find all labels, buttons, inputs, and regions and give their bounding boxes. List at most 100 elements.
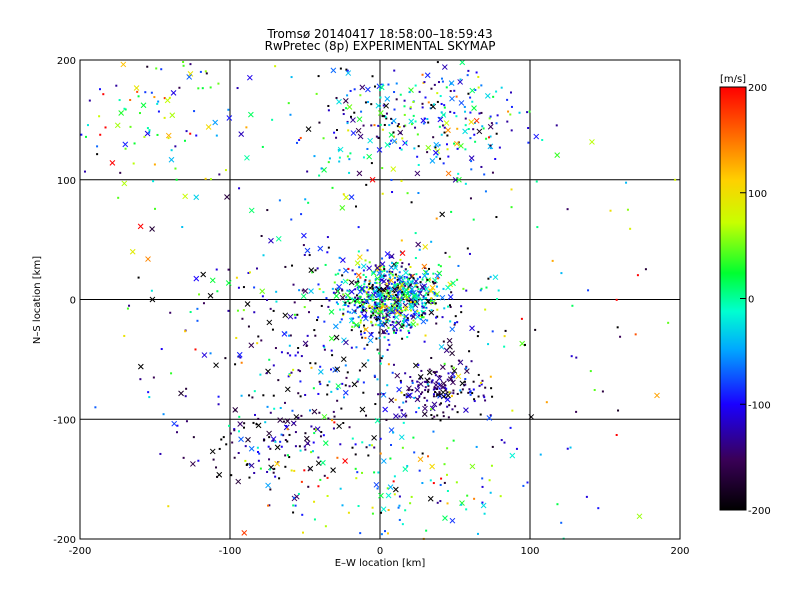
data-point-x-1617 bbox=[380, 506, 387, 513]
data-point-dot-813 bbox=[417, 192, 420, 195]
data-point-x-1834 bbox=[434, 272, 441, 279]
data-point-dot-908 bbox=[435, 155, 438, 158]
data-point-dot-692 bbox=[372, 289, 375, 292]
data-point-dot-658 bbox=[347, 300, 350, 303]
data-point-dot-1749 bbox=[115, 84, 118, 87]
data-point-dot-546 bbox=[346, 289, 349, 292]
colorbar-tick-label: 200 bbox=[748, 83, 767, 94]
data-point-dot-1502 bbox=[318, 411, 321, 414]
data-point-dot-440 bbox=[378, 337, 381, 340]
data-point-dot-1666 bbox=[286, 428, 289, 431]
data-point-dot-1037 bbox=[416, 380, 419, 383]
data-point-x-1412 bbox=[268, 237, 274, 244]
data-point-dot-899 bbox=[395, 82, 398, 85]
data-point-dot-1165 bbox=[257, 335, 260, 338]
data-point-dot-422 bbox=[419, 276, 422, 279]
data-point-x-900 bbox=[458, 100, 465, 106]
data-point-dot-1839 bbox=[455, 481, 458, 484]
data-point-dot-1456 bbox=[272, 364, 275, 367]
data-point-dot-1441 bbox=[249, 463, 252, 466]
data-point-dot-1043 bbox=[484, 399, 487, 402]
data-point-x-1983 bbox=[359, 84, 366, 91]
data-point-dot-653 bbox=[408, 299, 411, 302]
data-point-dot-1747 bbox=[178, 86, 181, 89]
data-point-dot-1227 bbox=[330, 390, 333, 393]
data-point-dot-514 bbox=[399, 307, 402, 310]
x-axis-ticks: -200 -100 0 100 200 bbox=[69, 546, 690, 557]
data-point-x-58 bbox=[385, 312, 391, 319]
data-point-dot-2018 bbox=[218, 173, 221, 176]
data-point-dot-1036 bbox=[469, 393, 472, 396]
data-point-dot-870 bbox=[459, 78, 462, 81]
data-point-dot-2009 bbox=[625, 181, 628, 184]
data-point-dot-169 bbox=[380, 296, 383, 299]
data-point-dot-1400 bbox=[489, 414, 492, 417]
data-point-dot-1868 bbox=[312, 387, 315, 390]
data-point-dot-1237 bbox=[299, 395, 302, 398]
data-point-x-1448 bbox=[446, 337, 453, 344]
data-point-dot-1094 bbox=[444, 393, 447, 396]
data-point-dot-225 bbox=[391, 273, 394, 276]
data-point-x-597 bbox=[379, 273, 385, 279]
data-point-dot-1776 bbox=[129, 125, 132, 128]
data-point-x-1256 bbox=[317, 369, 324, 375]
data-point-dot-1032 bbox=[424, 389, 427, 392]
data-point-dot-340 bbox=[371, 294, 374, 297]
data-point-dot-1663 bbox=[413, 451, 416, 454]
data-point-dot-160 bbox=[480, 287, 483, 290]
data-point-x-651 bbox=[408, 279, 414, 285]
data-point-x-940 bbox=[336, 98, 342, 105]
data-point-dot-904 bbox=[412, 100, 415, 103]
data-point-dot-1462 bbox=[332, 410, 335, 413]
data-point-dot-1399 bbox=[362, 381, 365, 384]
data-point-dot-737 bbox=[418, 90, 421, 93]
data-point-dot-1990 bbox=[357, 378, 360, 381]
data-point-dot-511 bbox=[393, 306, 396, 309]
data-point-dot-1021 bbox=[433, 415, 436, 418]
data-point-dot-802 bbox=[449, 90, 452, 93]
data-point-dot-1913 bbox=[346, 371, 349, 374]
data-point-dot-969 bbox=[447, 155, 450, 158]
data-point-dot-472 bbox=[373, 270, 376, 273]
data-point-dot-772 bbox=[464, 117, 467, 120]
data-point-x-1251 bbox=[149, 296, 156, 303]
data-point-dot-1986 bbox=[384, 303, 387, 306]
data-point-dot-1467 bbox=[294, 431, 297, 434]
data-point-dot-643 bbox=[384, 274, 387, 277]
data-point-dot-895 bbox=[507, 110, 510, 113]
data-point-dot-1537 bbox=[220, 438, 223, 441]
data-point-dot-521 bbox=[394, 288, 397, 291]
data-point-dot-1903 bbox=[609, 209, 612, 212]
data-point-x-382 bbox=[429, 284, 436, 291]
data-point-dot-662 bbox=[415, 302, 418, 305]
data-point-dot-19 bbox=[390, 302, 393, 305]
data-point-dot-664 bbox=[439, 265, 442, 268]
data-point-dot-1623 bbox=[460, 503, 463, 506]
data-point-dot-1208 bbox=[376, 306, 379, 309]
data-point-dot-1762 bbox=[271, 118, 274, 121]
data-point-dot-1500 bbox=[294, 445, 297, 448]
data-point-dot-1284 bbox=[373, 374, 376, 377]
data-point-dot-628 bbox=[434, 281, 437, 284]
data-point-dot-1079 bbox=[452, 392, 455, 395]
data-point-x-1569 bbox=[293, 493, 300, 500]
data-point-dot-1871 bbox=[184, 395, 187, 398]
data-point-x-977 bbox=[384, 142, 391, 148]
data-point-dot-990 bbox=[459, 389, 462, 392]
data-point-dot-1228 bbox=[253, 311, 256, 314]
data-point-dot-1336 bbox=[403, 321, 406, 324]
data-point-x-1883 bbox=[343, 194, 349, 201]
data-point-dot-273 bbox=[406, 298, 409, 301]
data-point-dot-915 bbox=[348, 158, 351, 161]
data-point-dot-1652 bbox=[292, 504, 295, 507]
data-point-dot-1909 bbox=[626, 208, 629, 211]
data-point-dot-1226 bbox=[196, 319, 199, 322]
data-point-dot-388 bbox=[401, 319, 404, 322]
data-point-dot-1835 bbox=[317, 392, 320, 395]
data-point-dot-1902 bbox=[381, 192, 384, 195]
data-point-x-537 bbox=[336, 283, 342, 290]
data-point-dot-1809 bbox=[485, 286, 488, 289]
data-point-dot-1915 bbox=[94, 406, 97, 409]
plot-area bbox=[79, 59, 681, 540]
data-point-dot-1741 bbox=[117, 196, 120, 199]
